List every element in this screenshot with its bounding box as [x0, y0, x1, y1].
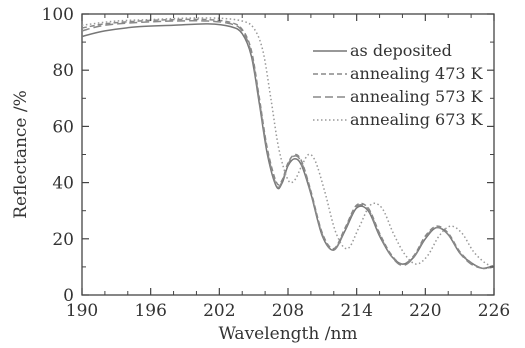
series-layer [81, 17, 495, 270]
x-tick-label: 190 [66, 301, 98, 321]
ticks-layer: 190 196 202 208 214 220 226 0 20 40 60 80 100 [42, 5, 511, 321]
series-line-3 [81, 17, 495, 268]
x-tick-label: 196 [134, 301, 166, 321]
y-tick-label: 20 [52, 230, 74, 250]
x-tick-label: 202 [203, 301, 235, 321]
y-tick-label: 40 [52, 174, 74, 194]
y-tick-label: 100 [42, 5, 74, 25]
y-axis-label: Reflectance /% [11, 90, 31, 219]
x-tick-label: 226 [478, 301, 510, 321]
x-axis-label: Wavelength /nm [218, 324, 357, 344]
x-tick-label: 214 [340, 301, 372, 321]
x-tick-label: 208 [272, 301, 304, 321]
legend-label-3: annealing 673 K [350, 110, 484, 129]
legend-label-2: annealing 573 K [350, 87, 484, 106]
y-tick-label: 80 [52, 61, 74, 81]
legend-label-1: annealing 473 K [350, 64, 484, 83]
y-tick-label: 60 [52, 117, 74, 137]
x-tick-label: 220 [409, 301, 441, 321]
series-line-0 [81, 23, 495, 270]
y-tick-label: 0 [63, 286, 74, 306]
legend: as deposited annealing 473 K annealing 573… [313, 41, 484, 129]
series-line-2 [81, 20, 495, 270]
legend-label-0: as deposited [350, 41, 452, 60]
